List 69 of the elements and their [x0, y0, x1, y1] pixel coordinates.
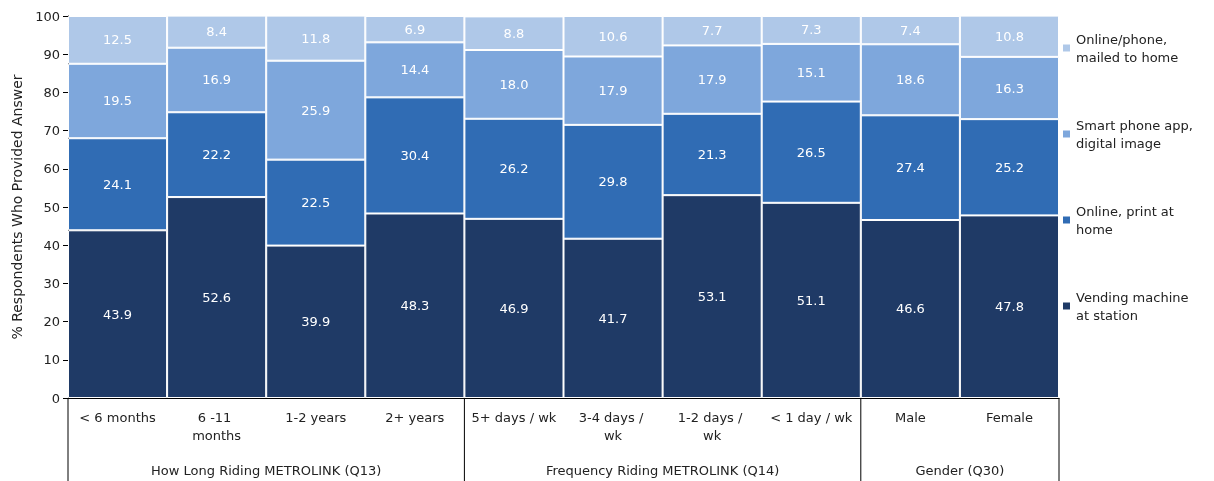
data-label: 6.9 — [404, 21, 426, 37]
data-label: 39.9 — [301, 314, 331, 330]
data-label: 51.1 — [796, 292, 826, 308]
data-label: 7.7 — [701, 23, 723, 39]
x-tick-label: Female — [985, 409, 1033, 425]
data-label: 26.5 — [796, 144, 826, 160]
data-label: 43.9 — [103, 306, 133, 322]
data-label: 52.6 — [202, 290, 232, 306]
data-label: 29.8 — [598, 174, 628, 190]
y-tick-label: 40 — [43, 237, 60, 253]
data-label: 47.8 — [994, 299, 1024, 315]
y-tick-label: 0 — [51, 390, 60, 406]
data-label: 21.3 — [697, 146, 727, 162]
data-label: 16.3 — [994, 80, 1024, 96]
y-tick-label: 100 — [35, 8, 60, 24]
x-tick-label: 6 -11 months — [192, 409, 242, 443]
legend-label: Online, print at home — [1076, 203, 1179, 237]
x-tick-label: 1-2 years — [285, 409, 347, 425]
data-label: 22.5 — [301, 195, 331, 211]
data-label: 11.8 — [301, 30, 331, 46]
data-label: 10.6 — [598, 28, 628, 44]
text: Gender (Q30) — [915, 462, 1005, 478]
data-label: 53.1 — [697, 289, 727, 305]
y-tick-label: 10 — [43, 352, 60, 368]
data-label: 10.8 — [994, 28, 1024, 44]
data-label: 25.9 — [301, 102, 331, 118]
data-label: 18.6 — [895, 72, 925, 88]
legend-label: Online/phone, mailed to home — [1076, 31, 1179, 65]
text: Frequency Riding METROLINK (Q14) — [545, 462, 780, 478]
data-label: 25.2 — [994, 159, 1024, 175]
data-label: 48.3 — [400, 298, 430, 314]
data-label: 18.0 — [499, 76, 529, 92]
y-tick-label: 80 — [43, 84, 60, 100]
data-label: 15.1 — [796, 65, 826, 81]
data-label: 19.5 — [103, 93, 133, 109]
text: How Long Riding METROLINK (Q13) — [151, 462, 382, 478]
data-label: 24.1 — [103, 176, 133, 192]
y-tick-label: 90 — [43, 46, 60, 62]
y-tick-label: 30 — [43, 275, 60, 291]
data-label: 7.3 — [800, 22, 822, 38]
data-label: 22.2 — [202, 147, 232, 163]
x-tick-label: 3-4 days / wk — [578, 409, 648, 443]
y-tick-label: 70 — [43, 123, 60, 139]
data-label: 46.9 — [499, 300, 529, 316]
x-tick-label: 5+ days / wk — [471, 409, 557, 425]
data-label: 12.5 — [103, 32, 133, 48]
data-label: 16.9 — [202, 72, 232, 88]
data-label: 8.8 — [503, 25, 525, 41]
data-label: 46.6 — [895, 301, 925, 317]
x-tick-label: 2+ years — [385, 409, 445, 425]
y-tick-label: 20 — [43, 314, 60, 330]
legend-label: Smart phone app, digital image — [1076, 117, 1198, 151]
data-label: 27.4 — [895, 160, 925, 176]
data-label: 17.9 — [697, 72, 727, 88]
data-label: 17.9 — [598, 83, 628, 99]
data-label: 14.4 — [400, 62, 430, 78]
y-tick-label: 60 — [43, 161, 60, 177]
legend-label: Vending machine at station — [1076, 289, 1193, 323]
data-label: 7.4 — [900, 22, 921, 38]
data-label: 26.2 — [499, 161, 529, 177]
x-tick-label: < 6 months — [79, 409, 156, 425]
data-label: 30.4 — [400, 147, 430, 163]
data-label: 41.7 — [598, 310, 628, 326]
y-tick-label: 50 — [43, 199, 60, 215]
x-tick-label: 1-2 days / wk — [677, 409, 747, 443]
x-tick-label: Male — [894, 409, 926, 425]
y-axis-title: % Respondents Who Provided Answer — [9, 74, 26, 340]
x-tick-label: < 1 day / wk — [770, 409, 853, 425]
data-label: 8.4 — [206, 24, 227, 40]
